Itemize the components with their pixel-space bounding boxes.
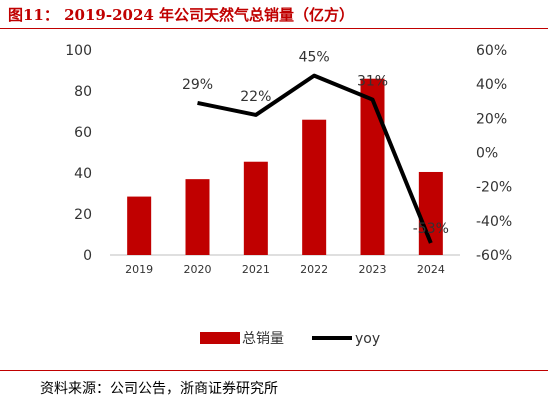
chart-title: 图11： 2019-2024 年公司天然气总销量（亿方） [8,6,355,24]
right-tick-label: -20% [476,180,512,196]
source-note: 资料来源：公司公告，浙商证券研究所 [40,381,278,397]
right-axis-ticks: -60% -40% -20% 0% 20% 40% 60% [476,43,512,264]
legend-swatch-sales [200,332,240,344]
right-tick-label: -40% [476,214,512,230]
title-rule [0,28,548,29]
left-tick-label: 20 [74,207,92,223]
left-tick-label: 40 [74,166,92,182]
right-tick-label: 20% [476,111,507,127]
x-tick-2022: 2022 [300,263,328,276]
chart-canvas: 2019 2020 2021 2022 2023 2024 0 20 40 60 80 100 -6… [65,43,512,347]
yoy-label-2023: 31% [357,74,388,90]
yoy-line-layer [197,73,433,244]
bar-2019 [127,196,152,255]
left-tick-label: 0 [83,248,92,264]
yoy-label-2021: 22% [240,89,271,105]
yoy-label-2022: 45% [299,50,330,66]
left-tick-label: 60 [74,125,92,141]
right-tick-label: 0% [476,146,498,162]
right-tick-label: -60% [476,248,512,264]
x-tick-2023: 2023 [359,263,387,276]
yoy-label-2024: -53% [413,221,449,237]
legend-label-sales: 总销量 [242,331,284,347]
legend: 总销量 yoy [200,331,380,347]
bar-2023 [360,78,385,255]
yoy-data-labels: 29% 22% 45% 31% -53% [182,50,449,237]
x-tick-2024: 2024 [417,263,445,276]
bar-2022 [302,119,327,255]
x-tick-2020: 2020 [184,263,212,276]
x-tick-2019: 2019 [125,263,153,276]
yoy-line [197,73,433,244]
legend-label-yoy: yoy [355,331,380,347]
left-tick-label: 80 [74,84,92,100]
x-tick-labels: 2019 2020 2021 2022 2023 2024 [125,263,445,276]
yoy-label-2020: 29% [182,77,213,93]
left-axis-ticks: 0 20 40 60 80 100 [65,43,92,264]
right-tick-label: 60% [476,43,507,59]
bar-2020 [185,179,210,255]
bar-2021 [243,161,268,255]
source-rule [0,370,548,371]
left-tick-label: 100 [65,43,92,59]
bar-series [127,78,443,255]
right-tick-label: 40% [476,77,507,93]
x-tick-2021: 2021 [242,263,270,276]
